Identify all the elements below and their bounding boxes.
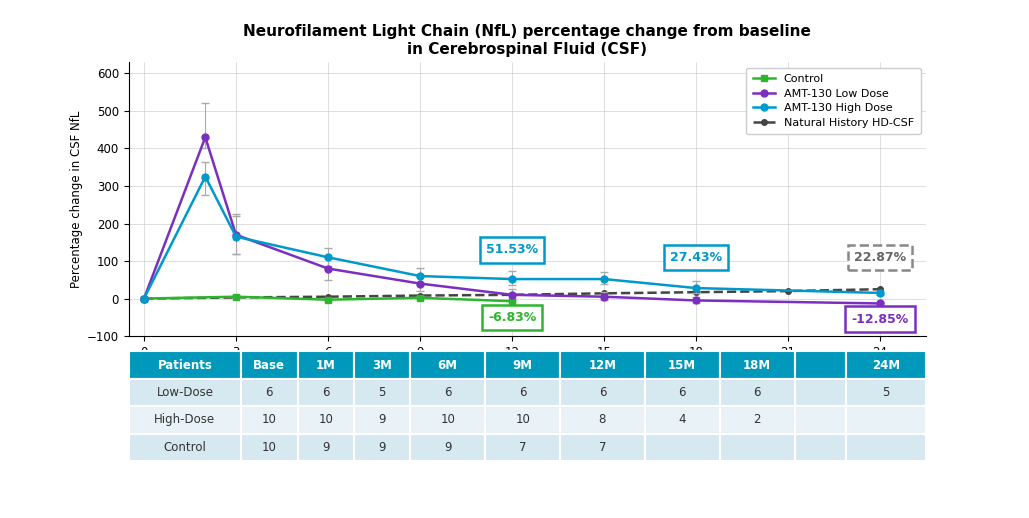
Text: 22.87%: 22.87% (854, 251, 907, 264)
FancyBboxPatch shape (794, 434, 846, 461)
FancyBboxPatch shape (354, 379, 411, 406)
Text: 9: 9 (379, 441, 386, 454)
Text: 9M: 9M (512, 358, 533, 371)
Text: 4: 4 (678, 413, 686, 426)
Text: Base: Base (253, 358, 285, 371)
Text: Control: Control (164, 441, 207, 454)
FancyBboxPatch shape (297, 379, 354, 406)
Legend: Control, AMT-130 Low Dose, AMT-130 High Dose, Natural History HD-CSF: Control, AMT-130 Low Dose, AMT-130 High … (746, 68, 921, 134)
Text: 8: 8 (599, 413, 606, 426)
FancyBboxPatch shape (354, 351, 411, 379)
FancyBboxPatch shape (411, 406, 485, 434)
FancyBboxPatch shape (794, 351, 846, 379)
FancyBboxPatch shape (129, 434, 241, 461)
FancyBboxPatch shape (354, 434, 411, 461)
Text: 6: 6 (443, 386, 452, 399)
FancyBboxPatch shape (719, 406, 794, 434)
FancyBboxPatch shape (794, 379, 846, 406)
X-axis label: Months: Months (504, 363, 551, 376)
Text: 2: 2 (753, 413, 761, 426)
FancyBboxPatch shape (129, 406, 241, 434)
Text: 9: 9 (379, 413, 386, 426)
Text: 10: 10 (262, 413, 277, 426)
FancyBboxPatch shape (846, 351, 926, 379)
Text: 15M: 15M (668, 358, 697, 371)
Text: Low-Dose: Low-Dose (156, 386, 213, 399)
FancyBboxPatch shape (794, 406, 846, 434)
Text: 24M: 24M (873, 358, 900, 371)
FancyBboxPatch shape (644, 434, 719, 461)
FancyBboxPatch shape (354, 406, 411, 434)
Text: 51.53%: 51.53% (486, 243, 538, 256)
Text: 6M: 6M (437, 358, 458, 371)
FancyBboxPatch shape (241, 434, 297, 461)
Text: -6.83%: -6.83% (488, 311, 536, 324)
Text: 9: 9 (322, 441, 329, 454)
Text: 1M: 1M (316, 358, 335, 371)
Text: 6: 6 (753, 386, 761, 399)
Text: 10: 10 (318, 413, 333, 426)
FancyBboxPatch shape (719, 379, 794, 406)
Text: 3M: 3M (372, 358, 392, 371)
FancyBboxPatch shape (644, 406, 719, 434)
Text: 12M: 12M (589, 358, 616, 371)
Text: 6: 6 (519, 386, 527, 399)
Text: 10: 10 (440, 413, 455, 426)
FancyBboxPatch shape (560, 406, 644, 434)
FancyBboxPatch shape (644, 351, 719, 379)
FancyBboxPatch shape (485, 379, 560, 406)
FancyBboxPatch shape (560, 379, 644, 406)
Y-axis label: Percentage change in CSF NfL: Percentage change in CSF NfL (70, 110, 82, 288)
FancyBboxPatch shape (297, 434, 354, 461)
Text: 6: 6 (599, 386, 606, 399)
Text: 9: 9 (443, 441, 452, 454)
FancyBboxPatch shape (241, 406, 297, 434)
FancyBboxPatch shape (297, 351, 354, 379)
Text: 6: 6 (678, 386, 686, 399)
FancyBboxPatch shape (719, 351, 794, 379)
FancyBboxPatch shape (846, 406, 926, 434)
FancyBboxPatch shape (241, 351, 297, 379)
Text: 10: 10 (516, 413, 530, 426)
Text: 10: 10 (262, 441, 277, 454)
FancyBboxPatch shape (644, 379, 719, 406)
FancyBboxPatch shape (846, 379, 926, 406)
Text: 6: 6 (322, 386, 329, 399)
Text: 6: 6 (265, 386, 273, 399)
Text: 27.43%: 27.43% (670, 251, 722, 264)
FancyBboxPatch shape (411, 434, 485, 461)
Text: 5: 5 (379, 386, 386, 399)
FancyBboxPatch shape (411, 351, 485, 379)
Text: 7: 7 (519, 441, 527, 454)
FancyBboxPatch shape (485, 434, 560, 461)
FancyBboxPatch shape (129, 351, 241, 379)
FancyBboxPatch shape (560, 434, 644, 461)
FancyBboxPatch shape (129, 379, 241, 406)
Text: 5: 5 (883, 386, 890, 399)
FancyBboxPatch shape (485, 406, 560, 434)
FancyBboxPatch shape (846, 434, 926, 461)
Text: 7: 7 (599, 441, 606, 454)
Title: Neurofilament Light Chain (NfL) percentage change from baseline
in Cerebrospinal: Neurofilament Light Chain (NfL) percenta… (244, 24, 811, 57)
Text: High-Dose: High-Dose (154, 413, 215, 426)
FancyBboxPatch shape (241, 379, 297, 406)
FancyBboxPatch shape (560, 351, 644, 379)
FancyBboxPatch shape (485, 351, 560, 379)
FancyBboxPatch shape (719, 434, 794, 461)
Text: -12.85%: -12.85% (851, 313, 909, 326)
Text: 18M: 18M (743, 358, 772, 371)
FancyBboxPatch shape (297, 406, 354, 434)
FancyBboxPatch shape (411, 379, 485, 406)
Text: Patients: Patients (157, 358, 212, 371)
